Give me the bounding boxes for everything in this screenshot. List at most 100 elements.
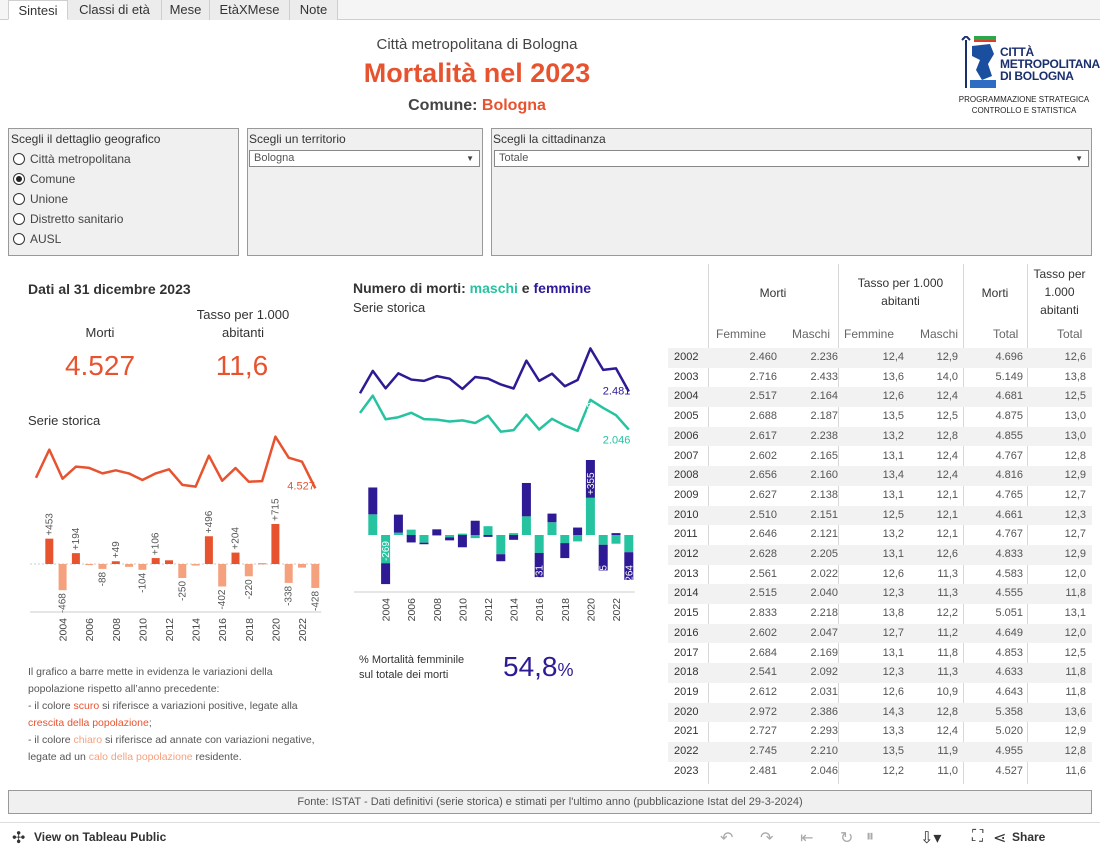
- variation-bar-label: -269: [381, 541, 392, 561]
- radio-comune[interactable]: Comune: [13, 171, 75, 187]
- table-cell: 2.541: [749, 666, 777, 679]
- serie-storica-label: Serie storica: [28, 413, 101, 428]
- table-cell: 13,1: [882, 488, 904, 501]
- undo-icon[interactable]: ↶: [720, 830, 734, 847]
- table-cell: 12,8: [1064, 449, 1086, 462]
- variation-bar-femmine: [509, 535, 519, 540]
- variation-bar-femmine: [573, 527, 583, 535]
- table-cell: 4.661: [995, 508, 1023, 521]
- cittadinanza-dropdown[interactable]: Totale ▼: [494, 150, 1089, 167]
- logo-line-2: METROPOLITANA: [1000, 57, 1100, 71]
- table-cell: 12,3: [882, 587, 904, 600]
- share-icon[interactable]: ⋖: [993, 830, 1007, 847]
- variation-bar-femmine: [624, 552, 634, 580]
- variation-bar-femmine: [368, 487, 378, 515]
- row-year: 2005: [674, 410, 699, 423]
- table-cell: 2.165: [810, 449, 838, 462]
- variation-bar-maschi: [624, 535, 634, 553]
- table-cell: 12,9: [936, 351, 958, 363]
- row-year: 2020: [674, 705, 699, 718]
- table-cell: 4.633: [995, 666, 1023, 679]
- pause-icon[interactable]: ⏸: [866, 828, 875, 845]
- variation-bar-maschi: [406, 529, 416, 535]
- revert-icon[interactable]: ⇤: [800, 830, 814, 847]
- table-cell: 12,7: [882, 626, 904, 639]
- table-cell: 4.833: [995, 548, 1023, 560]
- header-tasso-totale: Tasso per 1.000 abitanti: [1033, 267, 1086, 317]
- variation-bar-femmine: [470, 520, 480, 535]
- variation-bar-label: -250: [177, 581, 188, 601]
- table-cell: 2.627: [749, 488, 777, 501]
- table-cell: 4.555: [995, 587, 1023, 600]
- table-cell: 2.628: [749, 548, 777, 560]
- table-cell: 13,1: [882, 548, 904, 560]
- table-cell: 2.433: [810, 370, 838, 383]
- data-table: Morti Tasso per 1.000 abitanti Morti Tas…: [668, 264, 1092, 784]
- logo-line-4: PROGRAMMAZIONE STRATEGICA: [958, 95, 1090, 104]
- row-year: 2008: [674, 469, 699, 482]
- table-cell: 2.716: [749, 370, 777, 383]
- x-tick-label: 2014: [191, 618, 203, 642]
- table-row: 2016 2.602 2.047 12,7 11,2 4.649 12,0: [668, 623, 1092, 644]
- variation-bar-maschi: [573, 535, 583, 542]
- row-year: 2009: [674, 488, 699, 501]
- row-year: 2010: [674, 508, 699, 521]
- share-button[interactable]: Share: [1012, 830, 1046, 844]
- radio-unione[interactable]: Unione: [13, 191, 68, 207]
- variation-bar-maschi: [560, 535, 570, 544]
- tab-sintesi[interactable]: Sintesi: [8, 0, 68, 20]
- variation-bar-maschi: [432, 535, 442, 536]
- table-cell: 12,6: [882, 567, 904, 580]
- redo-icon[interactable]: ↷: [760, 830, 774, 847]
- subheader-total: Total: [993, 327, 1019, 341]
- table-cell: 13,6: [882, 370, 904, 383]
- logo-name: CITTÀ METROPOLITANA DI BOLOGNA: [1000, 46, 1100, 82]
- kpi-morti-label: Morti: [85, 325, 115, 340]
- comune-heading: Comune: Bologna: [0, 97, 954, 115]
- row-year: 2015: [674, 607, 699, 620]
- table-cell: 12,5: [1064, 646, 1086, 659]
- x-tick-label: 2004: [58, 618, 70, 642]
- territorio-filter-panel: Scegli un territorio Bologna ▼: [247, 128, 483, 256]
- view-on-tableau-link[interactable]: View on Tableau Public: [34, 830, 167, 844]
- tab-mese[interactable]: Mese: [162, 0, 210, 20]
- line-femmine: [358, 347, 630, 394]
- radio-distretto-sanitario[interactable]: Distretto sanitario: [13, 211, 123, 227]
- row-year: 2003: [674, 370, 699, 383]
- territorio-dropdown[interactable]: Bologna ▼: [249, 150, 480, 167]
- radio-citta-metropolitana[interactable]: Città metropolitana: [13, 151, 131, 167]
- variation-bar: [191, 564, 200, 566]
- tab-note[interactable]: Note: [290, 0, 338, 20]
- table-row: 2003 2.716 2.433 13,6 14,0 5.149 13,8: [668, 368, 1092, 388]
- table-cell: 12,6: [936, 548, 958, 560]
- table-cell: 13,5: [882, 745, 904, 757]
- table-cell: 5.358: [995, 705, 1023, 718]
- row-year: 2014: [674, 587, 699, 600]
- variation-bar: [258, 563, 267, 565]
- x-tick-label: 2014: [509, 598, 521, 622]
- variation-bar: [58, 564, 67, 591]
- variation-bar: [218, 564, 227, 587]
- variation-bar-label: -338: [284, 585, 295, 605]
- fullscreen-icon[interactable]: ⛶: [972, 828, 984, 845]
- row-year: 2018: [674, 666, 699, 679]
- table-cell: 2.481: [749, 764, 777, 777]
- table-row: 2020 2.972 2.386 14,3 12,8 5.358 13,6: [668, 702, 1092, 723]
- radio-ausl[interactable]: AUSL: [13, 231, 61, 247]
- table-cell: 12,9: [1064, 469, 1086, 482]
- table-cell: 11,8: [1065, 666, 1086, 679]
- download-icon[interactable]: ⇩▾: [920, 830, 942, 847]
- tab-classi-eta[interactable]: Classi di età: [68, 0, 162, 20]
- pct-label: % Mortalità femminile sul totale dei mor…: [359, 654, 465, 681]
- table-row: 2015 2.833 2.218 13,8 12,2 5.051 13,1: [668, 604, 1092, 624]
- table-cell: 12,2: [882, 764, 904, 777]
- variation-bar: [231, 552, 240, 564]
- table-cell: 12,8: [936, 705, 958, 718]
- tab-etaxmese[interactable]: EtàXMese: [210, 0, 290, 20]
- table-cell: 2.646: [749, 528, 777, 541]
- total-deaths-chart: 4.527 +453 -468 +194 -88 +49 -104 +106 -250 +496 -…: [30, 435, 322, 642]
- sex-chart-subtitle: Serie storica: [353, 300, 426, 315]
- subheader-maschi: Maschi: [920, 327, 959, 341]
- refresh-icon[interactable]: ↻: [840, 830, 854, 847]
- kpi-tasso-label: Tasso per 1.000 abitanti: [196, 307, 290, 340]
